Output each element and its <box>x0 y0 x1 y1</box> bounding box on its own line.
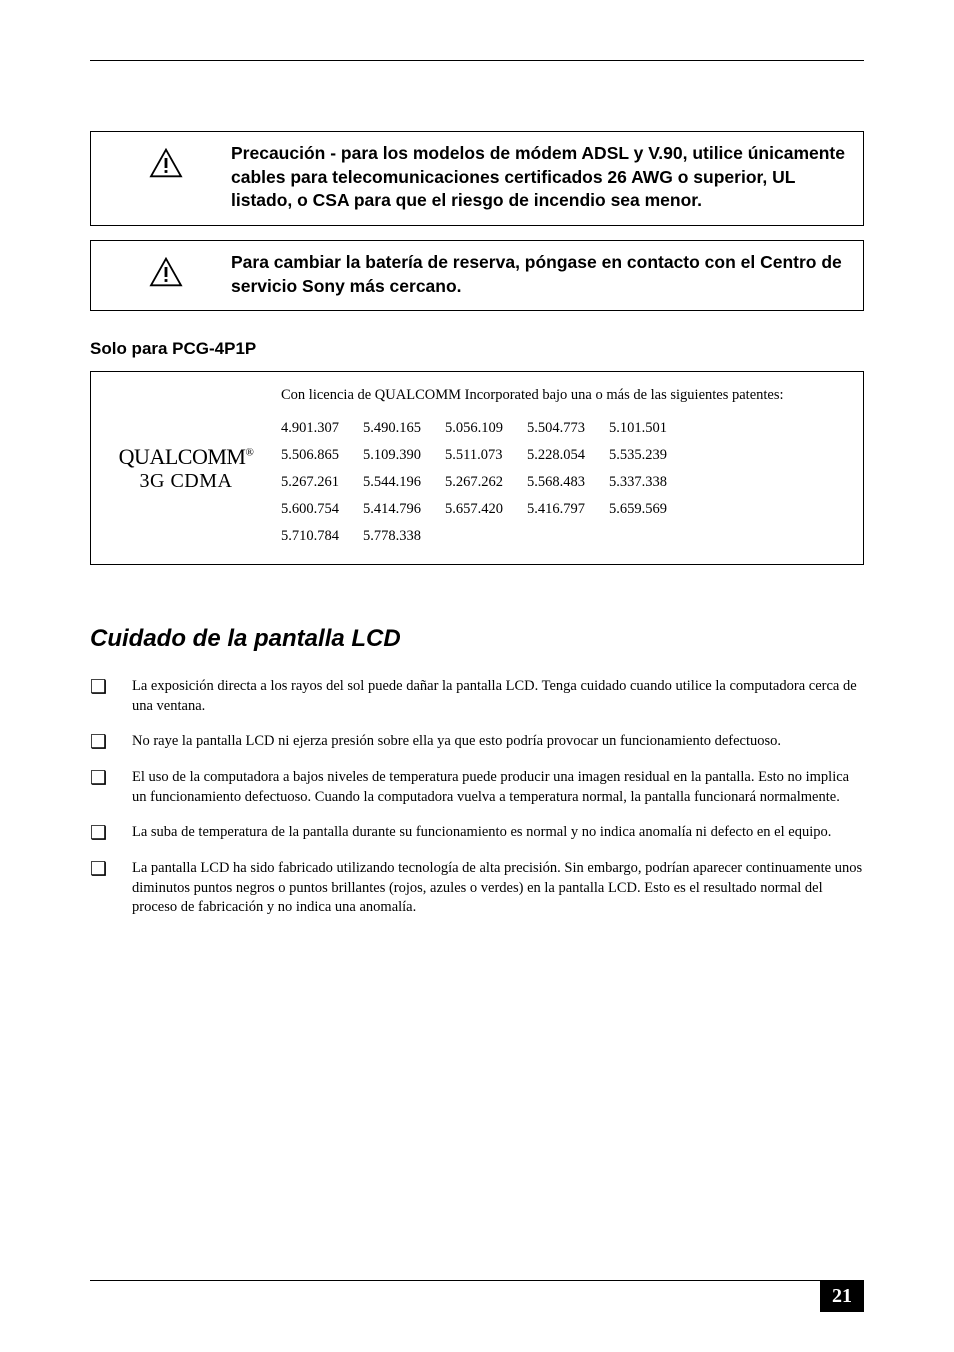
warning-box-1: Precaución - para los modelos de módem A… <box>90 131 864 226</box>
patent-cell: 5.416.797 <box>527 496 609 523</box>
subheading: Solo para PCG-4P1P <box>90 339 864 359</box>
patent-cell: 5.109.390 <box>363 442 445 469</box>
patent-cell: 5.267.262 <box>445 469 527 496</box>
patent-cell: 5.511.073 <box>445 442 527 469</box>
bullet-icon: ❑ <box>90 768 132 788</box>
patent-cell: 5.101.501 <box>609 415 691 442</box>
patent-intro: Con licencia de QUALCOMM Incorporated ba… <box>281 386 843 405</box>
patent-cell: 5.535.239 <box>609 442 691 469</box>
bullet-icon: ❑ <box>90 732 132 752</box>
patent-content: Con licencia de QUALCOMM Incorporated ba… <box>271 386 843 550</box>
patent-cell <box>609 523 691 550</box>
patent-cell: 5.710.784 <box>281 523 363 550</box>
patent-cell <box>445 523 527 550</box>
brand-line1: QUALCOMM <box>119 444 246 469</box>
warning-icon <box>101 142 231 178</box>
patent-box: QUALCOMM® 3G CDMA Con licencia de QUALCO… <box>90 371 864 565</box>
footer: 21 <box>90 1280 864 1312</box>
section-title: Cuidado de la pantalla LCD <box>90 625 864 653</box>
bullet-text: La exposición directa a los rayos del so… <box>132 677 864 716</box>
table-row: 5.267.261 5.544.196 5.267.262 5.568.483 … <box>281 469 691 496</box>
patent-cell: 5.778.338 <box>363 523 445 550</box>
patent-cell: 5.544.196 <box>363 469 445 496</box>
patent-cell: 5.267.261 <box>281 469 363 496</box>
bullet-text: El uso de la computadora a bajos niveles… <box>132 768 864 807</box>
bullet-icon: ❑ <box>90 823 132 843</box>
patent-table: 4.901.307 5.490.165 5.056.109 5.504.773 … <box>281 415 691 550</box>
brand-reg: ® <box>245 446 253 458</box>
bullet-list: ❑ La exposición directa a los rayos del … <box>90 677 864 918</box>
table-row: 5.710.784 5.778.338 <box>281 523 691 550</box>
page-number: 21 <box>820 1281 864 1312</box>
list-item: ❑ La pantalla LCD ha sido fabricado util… <box>90 859 864 918</box>
footer-rule <box>90 1280 864 1281</box>
patent-cell: 5.056.109 <box>445 415 527 442</box>
patent-cell: 5.506.865 <box>281 442 363 469</box>
list-item: ❑ La exposición directa a los rayos del … <box>90 677 864 716</box>
bullet-text: La suba de temperatura de la pantalla du… <box>132 823 864 843</box>
patent-cell: 5.414.796 <box>363 496 445 523</box>
patent-cell: 5.228.054 <box>527 442 609 469</box>
page: Precaución - para los modelos de módem A… <box>0 0 954 1352</box>
table-row: 4.901.307 5.490.165 5.056.109 5.504.773 … <box>281 415 691 442</box>
warning-text-2: Para cambiar la batería de reserva, póng… <box>231 251 845 298</box>
list-item: ❑ La suba de temperatura de la pantalla … <box>90 823 864 843</box>
table-row: 5.506.865 5.109.390 5.511.073 5.228.054 … <box>281 442 691 469</box>
patent-cell: 5.657.420 <box>445 496 527 523</box>
top-rule <box>90 60 864 61</box>
bullet-text: No raye la pantalla LCD ni ejerza presió… <box>132 732 864 752</box>
list-item: ❑ El uso de la computadora a bajos nivel… <box>90 768 864 807</box>
patent-cell: 5.337.338 <box>609 469 691 496</box>
bullet-icon: ❑ <box>90 859 132 879</box>
patent-cell: 5.490.165 <box>363 415 445 442</box>
warning-icon <box>101 251 231 287</box>
patent-cell: 5.659.569 <box>609 496 691 523</box>
bullet-icon: ❑ <box>90 677 132 697</box>
warning-box-2: Para cambiar la batería de reserva, póng… <box>90 240 864 311</box>
patent-brand: QUALCOMM® 3G CDMA <box>101 386 271 550</box>
brand-line2: 3G CDMA <box>140 470 233 493</box>
patent-cell: 5.568.483 <box>527 469 609 496</box>
patent-cell: 4.901.307 <box>281 415 363 442</box>
bullet-text: La pantalla LCD ha sido fabricado utiliz… <box>132 859 864 918</box>
list-item: ❑ No raye la pantalla LCD ni ejerza pres… <box>90 732 864 752</box>
patent-cell: 5.504.773 <box>527 415 609 442</box>
patent-cell <box>527 523 609 550</box>
table-row: 5.600.754 5.414.796 5.657.420 5.416.797 … <box>281 496 691 523</box>
warning-text-1: Precaución - para los modelos de módem A… <box>231 142 845 213</box>
patent-cell: 5.600.754 <box>281 496 363 523</box>
